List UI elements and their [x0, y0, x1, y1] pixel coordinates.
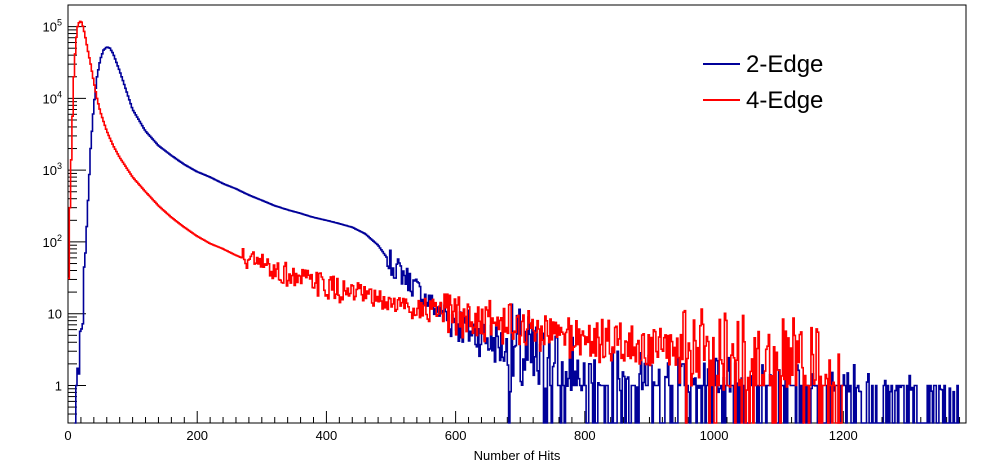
x-axis-ticks: 0 200 400 600 800 1000 1200	[64, 411, 961, 443]
y-tick-label: 104	[43, 89, 62, 106]
y-tick-label: 105	[43, 18, 62, 35]
series-line-2-edge	[74, 46, 960, 424]
x-tick-label: 600	[445, 428, 467, 443]
legend-label: 4-Edge	[746, 87, 823, 114]
series-line-4-edge	[68, 20, 844, 424]
y-tick-label: 10	[48, 307, 62, 322]
x-tick-label: 800	[574, 428, 596, 443]
y-axis-ticks: 1 10 102 103 104 105	[43, 4, 86, 424]
y-tick-label: 102	[43, 233, 62, 250]
x-tick-label: 1200	[829, 428, 858, 443]
x-tick-label: 200	[186, 428, 208, 443]
x-tick-label: 1000	[700, 428, 729, 443]
series-layer	[68, 20, 960, 424]
x-axis-title: Number of Hits	[474, 448, 561, 463]
legend: 2-Edge 4-Edge	[703, 51, 823, 114]
x-tick-label: 0	[64, 428, 71, 443]
plot-frame	[67, 4, 967, 424]
y-tick-label: 1	[55, 378, 62, 393]
legend-label: 2-Edge	[746, 51, 823, 78]
y-tick-label: 103	[43, 161, 62, 178]
x-tick-label: 400	[316, 428, 338, 443]
